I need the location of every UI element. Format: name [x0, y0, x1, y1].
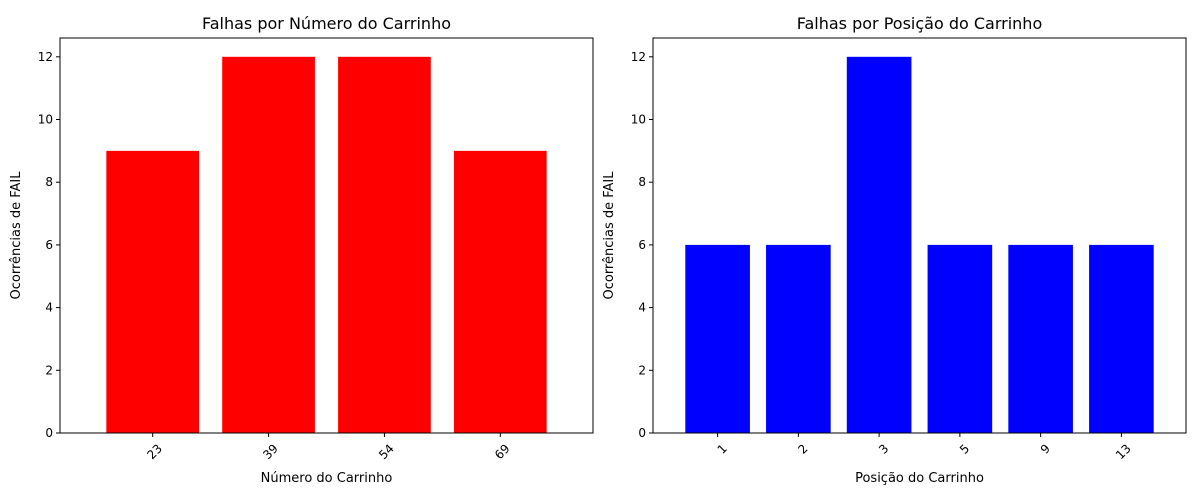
y-tick-label: 6 — [638, 238, 646, 252]
x-tick-label: 5 — [957, 441, 972, 456]
x-axis-label: Posição do Carrinho — [855, 471, 984, 486]
y-tick-label: 10 — [38, 113, 53, 127]
y-tick-label: 8 — [638, 175, 646, 189]
x-ticks: 23 39 54 69 — [144, 433, 513, 462]
bar-54 — [338, 56, 431, 434]
x-tick-label: 1 — [715, 441, 730, 456]
y-tick-label: 2 — [638, 363, 646, 377]
bar-69 — [453, 150, 547, 433]
x-tick-label: 69 — [492, 441, 513, 462]
bar-9 — [1008, 244, 1073, 433]
chart-failures-by-cart-position: Falhas por Posição do Carrinho Posição d… — [602, 14, 1187, 486]
chart-title: Falhas por Número do Carrinho — [202, 14, 451, 33]
chart-title: Falhas por Posição do Carrinho — [797, 14, 1042, 33]
y-tick-label: 0 — [638, 426, 646, 440]
y-tick-label: 12 — [38, 50, 53, 64]
x-tick-label: 54 — [376, 441, 397, 462]
y-tick-label: 10 — [631, 113, 646, 127]
x-ticks: 1 2 3 5 9 13 — [715, 433, 1134, 462]
y-tick-label: 4 — [638, 301, 646, 315]
x-tick-label: 23 — [144, 441, 165, 462]
bar-39 — [222, 56, 315, 434]
bars — [106, 56, 547, 434]
bar-1 — [685, 244, 750, 433]
x-tick-label: 39 — [260, 441, 281, 462]
bar-13 — [1089, 244, 1154, 433]
bar-23 — [106, 150, 200, 433]
x-tick-label: 13 — [1113, 441, 1134, 462]
y-tick-label: 12 — [631, 50, 646, 64]
y-tick-label: 6 — [45, 238, 53, 252]
y-tick-label: 0 — [45, 426, 53, 440]
bar-5 — [927, 244, 993, 433]
y-tick-label: 8 — [45, 175, 53, 189]
bar-2 — [766, 244, 831, 433]
y-tick-label: 2 — [45, 363, 53, 377]
x-tick-label: 9 — [1038, 441, 1053, 456]
x-tick-label: 3 — [876, 441, 891, 456]
y-tick-label: 4 — [45, 301, 53, 315]
bar-3 — [846, 56, 912, 434]
y-ticks: 0 2 4 6 8 10 12 — [631, 50, 653, 440]
plot-area-frame — [652, 37, 1187, 434]
x-axis-label: Número do Carrinho — [261, 471, 393, 486]
x-tick-label: 2 — [795, 441, 810, 456]
y-axis-label: Ocorrências de FAIL — [9, 171, 24, 300]
y-axis-label: Ocorrências de FAIL — [602, 171, 617, 300]
y-ticks: 0 2 4 6 8 10 12 — [38, 50, 60, 440]
plot-area-frame — [59, 37, 594, 434]
chart-failures-by-cart-number: Falhas por Número do Carrinho Número do … — [9, 14, 594, 486]
bars — [685, 56, 1154, 434]
